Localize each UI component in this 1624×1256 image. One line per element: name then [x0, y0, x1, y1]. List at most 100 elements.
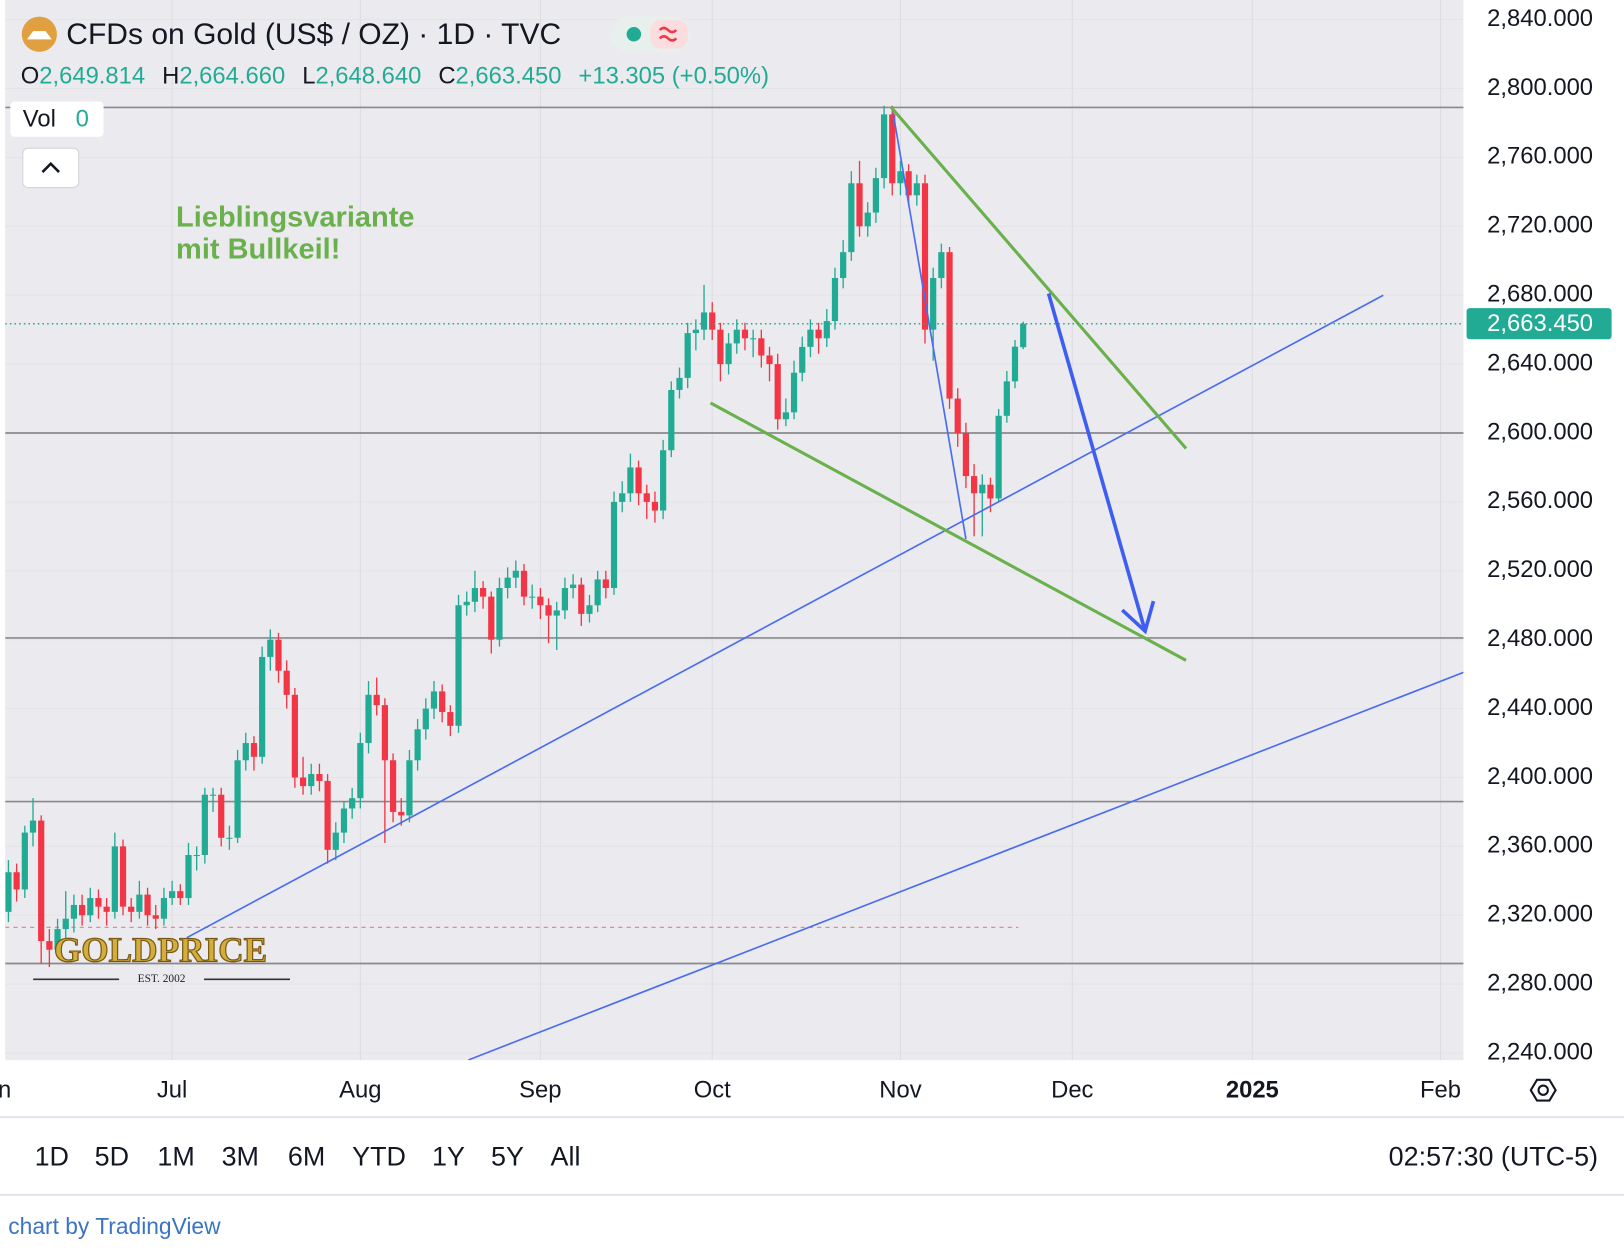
x-tick-label: Nov: [879, 1077, 921, 1104]
candle-body: [651, 501, 659, 511]
candle-body: [864, 212, 871, 227]
candle-body: [5, 872, 12, 912]
candle-body: [979, 484, 986, 494]
candle-body: [741, 329, 749, 339]
x-tick-label: Oct: [694, 1077, 731, 1104]
annotation: Lieblingsvariante: [176, 201, 414, 233]
candle-body: [324, 780, 331, 850]
candle-body: [455, 605, 462, 726]
candle-body: [700, 312, 708, 330]
candle-body: [586, 605, 593, 614]
candle-body: [95, 898, 102, 907]
candle-body: [398, 811, 405, 816]
candle-body: [177, 891, 184, 899]
candle-body: [54, 929, 61, 950]
ohlc-value: 2,664.660: [179, 63, 285, 90]
candle-body: [889, 114, 896, 184]
last-price-label: 2,663.450: [1487, 310, 1593, 337]
candle-body: [880, 114, 888, 179]
candle-body: [921, 183, 929, 330]
range-button[interactable]: 5D: [95, 1142, 129, 1172]
candle-body: [463, 601, 470, 606]
y-tick-label: 2,560.000: [1487, 487, 1593, 514]
candle-body: [201, 794, 208, 856]
candle-body: [471, 588, 479, 602]
credit[interactable]: chart by TradingView: [8, 1213, 221, 1239]
candle-body: [831, 277, 839, 322]
candle-body: [21, 832, 28, 890]
y-tick-label: 2,360.000: [1487, 832, 1593, 859]
candle-body: [627, 467, 634, 494]
candle-body: [619, 493, 626, 502]
y-tick-label: 2,240.000: [1487, 1038, 1593, 1065]
candle-body: [725, 343, 732, 365]
candle-body: [962, 433, 970, 477]
approx-icon: [658, 26, 678, 42]
candle-body: [185, 855, 192, 899]
x-tick-label: Feb: [1420, 1077, 1461, 1104]
candle-body: [815, 329, 822, 339]
y-tick-label: 2,840.000: [1487, 5, 1593, 32]
chart-title: CFDs on Gold (US$ / OZ) · 1D · TVC: [66, 18, 561, 51]
settings-icon[interactable]: [1529, 1078, 1557, 1102]
candle-body: [602, 579, 609, 589]
candle-body: [365, 694, 372, 744]
candle-body: [430, 691, 438, 709]
candle-body: [381, 705, 388, 761]
candle-body: [578, 584, 585, 614]
candle-body: [414, 729, 421, 761]
candle-body: [447, 712, 454, 726]
candle-body: [684, 333, 691, 378]
candle-body: [807, 329, 814, 347]
trend-line: [186, 294, 1384, 939]
candle-body: [905, 171, 912, 196]
candle-body: [218, 794, 225, 838]
candle-body: [545, 605, 552, 616]
candle-body: [799, 346, 806, 373]
candle-body: [774, 364, 781, 420]
candle-body: [856, 183, 863, 227]
candle-body: [242, 743, 249, 761]
logo-sub: EST. 2002: [138, 973, 186, 985]
candle-body: [267, 639, 274, 657]
trend-line: [709, 401, 1187, 662]
range-button[interactable]: 1Y: [432, 1142, 465, 1172]
overlay: CFDs on Gold (US$ / OZ) · 1D · TVC O2,64…: [0, 16, 1624, 1239]
range-button[interactable]: 1D: [35, 1142, 69, 1172]
volume-box: [10, 101, 104, 137]
range-button[interactable]: 1M: [157, 1142, 194, 1172]
collapse-button[interactable]: [22, 147, 80, 189]
candle-body: [848, 183, 855, 253]
trend-line: [892, 112, 967, 540]
range-button[interactable]: 5Y: [491, 1142, 524, 1172]
range-button[interactable]: 3M: [222, 1142, 259, 1172]
status-dot: [626, 26, 642, 42]
candle-body: [570, 584, 577, 589]
ohlc-key: H: [162, 63, 179, 90]
volume-label: Vol: [23, 106, 56, 133]
candle-body: [259, 656, 266, 757]
candle-body: [913, 183, 920, 196]
candle-body: [512, 570, 519, 578]
candle-body: [340, 808, 348, 833]
candle-body: [234, 760, 241, 838]
ohlc-value: 2,663.450: [456, 63, 562, 90]
candle-body: [1020, 323, 1027, 348]
y-tick-label: 2,320.000: [1487, 901, 1593, 928]
candle-body: [308, 774, 315, 787]
last-price-tag: [1466, 308, 1612, 340]
candle-body: [128, 906, 135, 912]
range-button[interactable]: All: [551, 1142, 581, 1172]
candle-body: [553, 610, 560, 616]
x-tick-label: Jun: [0, 1077, 11, 1104]
candle-body: [422, 708, 429, 730]
y-tick-label: 2,400.000: [1487, 763, 1593, 790]
candle-body: [136, 894, 143, 912]
range-button[interactable]: 6M: [288, 1142, 325, 1172]
change: +13.305 (+0.50%): [578, 63, 769, 90]
candle-body: [529, 596, 536, 598]
trend-line: [889, 105, 1188, 450]
range-button[interactable]: YTD: [352, 1142, 406, 1172]
candle-body: [119, 846, 127, 907]
